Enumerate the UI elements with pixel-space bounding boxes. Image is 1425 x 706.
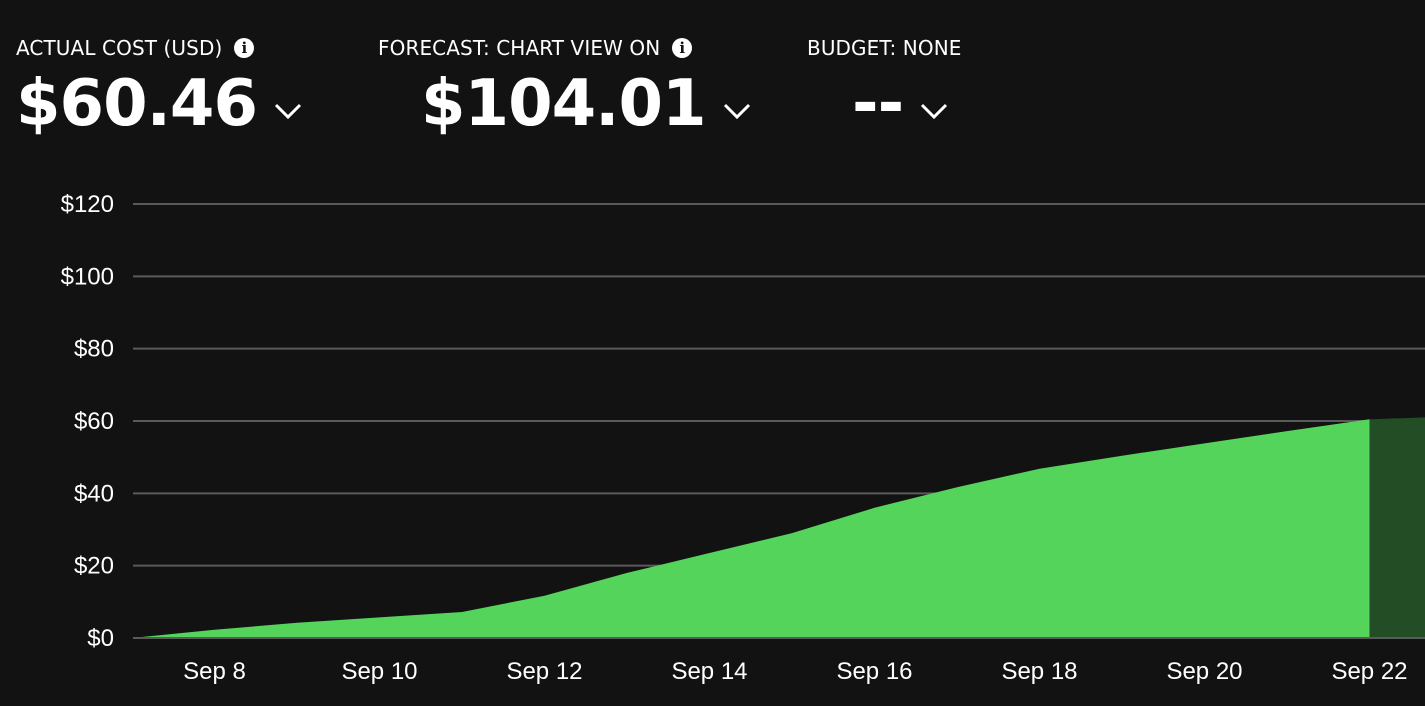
chevron-down-icon[interactable] [273, 102, 303, 120]
forecast-value: $104.01 [421, 67, 706, 141]
x-tick-label: Sep 16 [836, 658, 912, 685]
actual-cost-kpi: ACTUAL COST (USD) i $60.46 [16, 33, 303, 139]
x-tick-label: Sep 18 [1001, 658, 1077, 685]
forecast-cost-area [1369, 417, 1425, 638]
y-tick-label: $0 [87, 625, 114, 652]
budget-value: -- [852, 67, 904, 141]
budget-kpi: BUDGET: NONE -- [807, 33, 962, 139]
x-tick-label: Sep 12 [506, 658, 582, 685]
actual-cost-area [132, 419, 1370, 638]
y-tick-label: $120 [61, 191, 114, 218]
y-tick-label: $60 [74, 408, 114, 435]
y-tick-label: $80 [74, 336, 114, 363]
y-tick-label: $100 [61, 263, 114, 290]
budget-label: BUDGET: NONE [807, 36, 962, 60]
info-icon[interactable]: i [234, 38, 255, 58]
x-tick-label: Sep 8 [183, 658, 246, 685]
x-tick-label: Sep 10 [341, 658, 417, 685]
actual-cost-label: ACTUAL COST (USD) [16, 36, 223, 60]
y-tick-label: $40 [74, 480, 114, 507]
x-tick-label: Sep 20 [1166, 658, 1242, 685]
forecast-kpi: FORECAST: CHART VIEW ON i $104.01 [378, 33, 752, 139]
info-icon[interactable]: i [672, 38, 693, 58]
chevron-down-icon[interactable] [722, 102, 752, 120]
x-tick-label: Sep 14 [671, 658, 747, 685]
actual-cost-dropdown[interactable]: $60.46 [16, 69, 303, 139]
y-tick-label: $20 [74, 553, 114, 580]
actual-cost-value: $60.46 [16, 67, 258, 141]
x-tick-label: Sep 22 [1331, 658, 1407, 685]
forecast-label: FORECAST: CHART VIEW ON [378, 36, 661, 60]
budget-dropdown[interactable]: -- [852, 69, 962, 139]
forecast-dropdown[interactable]: $104.01 [421, 69, 752, 139]
chevron-down-icon[interactable] [919, 102, 949, 120]
